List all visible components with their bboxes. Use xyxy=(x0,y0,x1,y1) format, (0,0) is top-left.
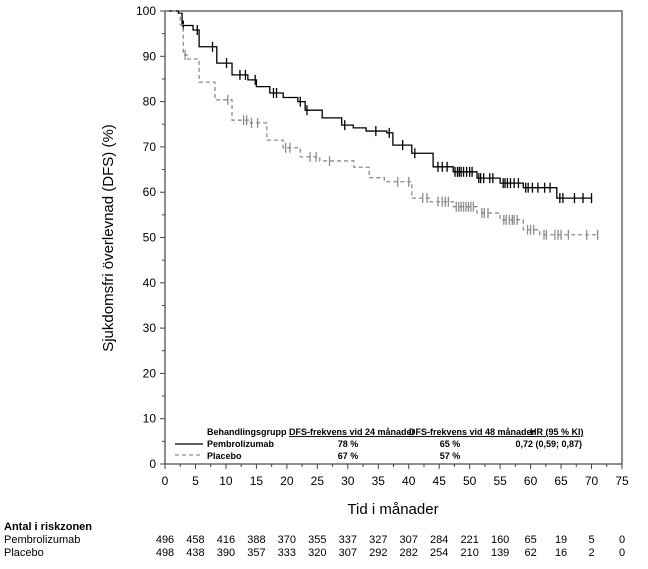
x-tick-label: 40 xyxy=(402,474,416,488)
km-curve-pembrolizumab xyxy=(165,10,592,199)
risk-row-label-placebo: Placebo xyxy=(4,547,44,559)
plot-frame xyxy=(164,10,623,465)
risk-count-placebo: 498 xyxy=(155,547,175,559)
risk-count-pembrolizumab: 327 xyxy=(369,534,388,546)
km-curve-placebo xyxy=(165,10,598,236)
legend-dfs48-pembrolizumab: 65 % xyxy=(440,439,461,449)
risk-count-pembrolizumab: 307 xyxy=(399,534,418,546)
risk-count-pembrolizumab: 0 xyxy=(618,534,626,546)
legend-header-group: Behandlingsgrupp xyxy=(207,427,287,437)
legend-dfs24-pembrolizumab: 78 % xyxy=(338,439,359,449)
risk-count-placebo: 210 xyxy=(460,547,479,559)
x-tick-label: 5 xyxy=(192,474,199,488)
legend-dfs24-placebo: 67 % xyxy=(338,451,359,461)
y-tick-label: 90 xyxy=(143,49,157,63)
x-tick-label: 30 xyxy=(341,474,355,488)
legend-group-placebo: Placebo xyxy=(207,451,242,461)
risk-count-placebo: 357 xyxy=(247,547,266,559)
plot-border xyxy=(164,10,623,465)
x-tick-label: 20 xyxy=(280,474,294,488)
risk-count-placebo: 282 xyxy=(399,547,418,559)
legend-header-dfs48: DFS-frekvens vid 48 månader xyxy=(409,427,536,437)
risk-count-pembrolizumab: 496 xyxy=(155,534,175,546)
x-tick-label: 50 xyxy=(463,474,477,488)
risk-row-label-pembrolizumab: Pembrolizumab xyxy=(4,534,81,546)
x-tick-label: 45 xyxy=(433,474,447,488)
risk-count-pembrolizumab: 370 xyxy=(277,534,297,546)
risk-count-placebo: 62 xyxy=(524,547,537,559)
risk-count-pembrolizumab: 65 xyxy=(524,534,537,546)
y-tick-label: 20 xyxy=(143,366,157,380)
x-tick-label: 15 xyxy=(250,474,264,488)
x-tick-label: 10 xyxy=(219,474,233,488)
risk-count-placebo: 0 xyxy=(618,547,626,559)
risk-count-pembrolizumab: 284 xyxy=(430,534,449,546)
risk-count-pembrolizumab: 458 xyxy=(186,534,205,546)
y-axis-label: Sjukdomsfri överlevnad (DFS) (%) xyxy=(100,124,117,352)
legend-header-hr: HR (95 % KI) xyxy=(530,427,584,437)
y-tick-label: 80 xyxy=(143,95,157,109)
x-tick-label: 0 xyxy=(162,474,169,488)
legend: Behandlingsgrupp DFS-frekvens vid 24 mån… xyxy=(175,427,584,461)
x-tick-label: 35 xyxy=(372,474,386,488)
risk-count-placebo: 2 xyxy=(588,547,595,559)
y-tick-label: 40 xyxy=(143,276,157,290)
y-tick-label: 30 xyxy=(143,321,157,335)
risk-count-pembrolizumab: 160 xyxy=(490,534,510,546)
x-tick-label: 60 xyxy=(524,474,538,488)
legend-hr-pembrolizumab: 0,72 (0,59; 0,87) xyxy=(515,439,582,449)
risk-count-pembrolizumab: 416 xyxy=(216,534,236,546)
risk-count-pembrolizumab: 19 xyxy=(554,534,568,546)
risk-count-pembrolizumab: 355 xyxy=(308,534,327,546)
y-tick-label: 70 xyxy=(143,140,157,154)
legend-group-pembrolizumab: Pembrolizumab xyxy=(207,439,275,449)
risk-count-placebo: 139 xyxy=(490,547,510,559)
risk-count-placebo: 333 xyxy=(277,547,297,559)
risk-count-placebo: 292 xyxy=(369,547,388,559)
risk-count-pembrolizumab: 337 xyxy=(338,534,357,546)
risk-count-placebo: 390 xyxy=(216,547,236,559)
axis-ticks: 0 5 10 15 20 25 30 35 40 45 50 55 60 65 70 75 0 10 20 30 40 5… xyxy=(136,4,629,488)
x-axis-label: Tid i månader xyxy=(347,501,438,518)
x-tick-label: 65 xyxy=(554,474,568,488)
y-tick-label: 10 xyxy=(143,412,157,426)
y-tick-label: 100 xyxy=(136,4,156,18)
survival-curves xyxy=(165,10,599,240)
y-tick-label: 0 xyxy=(149,457,156,471)
y-tick-label: 50 xyxy=(143,231,157,245)
legend-header-dfs24: DFS-frekvens vid 24 månader xyxy=(289,427,416,437)
risk-count-pembrolizumab: 5 xyxy=(588,534,595,546)
risk-table-title: Antal i riskzonen xyxy=(4,521,93,533)
risk-count-pembrolizumab: 388 xyxy=(247,534,266,546)
legend-dfs48-placebo: 57 % xyxy=(440,451,461,461)
risk-count-placebo: 307 xyxy=(338,547,357,559)
x-tick-label: 75 xyxy=(615,474,629,488)
y-tick-label: 60 xyxy=(143,185,157,199)
risk-count-placebo: 438 xyxy=(186,547,205,559)
risk-count-placebo: 254 xyxy=(430,547,449,559)
x-tick-label: 55 xyxy=(493,474,507,488)
risk-count-placebo: 320 xyxy=(308,547,327,559)
x-tick-label: 25 xyxy=(311,474,325,488)
risk-count-pembrolizumab: 221 xyxy=(460,534,479,546)
x-tick-label: 70 xyxy=(585,474,599,488)
risk-count-placebo: 16 xyxy=(554,547,568,559)
